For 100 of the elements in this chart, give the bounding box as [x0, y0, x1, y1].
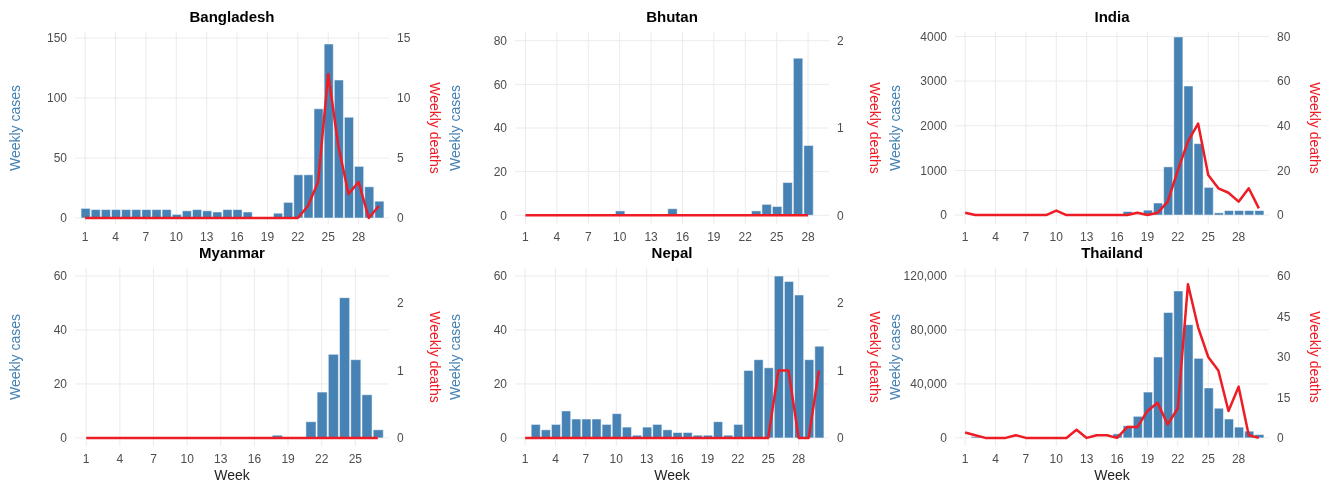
- x-tick-label: 22: [1171, 451, 1185, 466]
- y2-axis-title: Weekly deaths: [867, 82, 884, 174]
- y2-tick-label: 0: [397, 211, 404, 226]
- y2-tick-label: 30: [1277, 350, 1291, 365]
- x-tick-label: 7: [584, 229, 592, 244]
- x-tick-label: 13: [644, 229, 659, 244]
- y-tick-label: 0: [940, 431, 948, 446]
- x-tick-label: 22: [731, 451, 745, 466]
- x-axis-title: Week: [1094, 467, 1131, 483]
- y2-tick-label: 2: [837, 33, 844, 48]
- chart-title: Bhutan: [645, 8, 699, 27]
- x-tick-label: 4: [992, 451, 1000, 466]
- y2-axis-title: Weekly deaths: [1307, 82, 1324, 174]
- x-tick-label: 19: [700, 451, 715, 466]
- y-tick-label: 40: [493, 121, 508, 136]
- chart-title: Nepal: [650, 244, 694, 263]
- y-tick-label: 40,000: [910, 377, 948, 392]
- x-tick-label: 16: [247, 451, 262, 466]
- x-tick-label: 19: [707, 229, 721, 244]
- y2-tick-label: 80: [1277, 29, 1291, 44]
- x-tick-label: 28: [791, 451, 806, 466]
- y2-tick-label: 1: [837, 363, 844, 378]
- y2-tick-label: 10: [397, 91, 411, 106]
- y2-tick-label: 2: [837, 296, 844, 311]
- chart-title: India: [1093, 8, 1131, 27]
- x-tick-label: 4: [553, 229, 561, 244]
- y2-axis-title: Weekly deaths: [867, 311, 884, 403]
- x-tick-label: 4: [112, 229, 120, 244]
- y-tick-label: 40: [53, 323, 68, 338]
- y2-tick-label: 0: [1277, 431, 1284, 446]
- x-tick-label: 16: [675, 229, 690, 244]
- x-tick-label: 28: [1231, 229, 1246, 244]
- x-axis-title: Week: [214, 467, 251, 483]
- y-tick-label: 0: [60, 211, 68, 226]
- x-tick-label: 4: [552, 451, 560, 466]
- x-tick-label: 7: [1022, 229, 1030, 244]
- y-axis-title: Weekly cases: [886, 313, 903, 401]
- x-tick-label: 10: [1049, 229, 1064, 244]
- x-tick-label: 7: [1022, 451, 1030, 466]
- x-tick-label: 25: [769, 229, 784, 244]
- x-tick-label: 16: [230, 229, 245, 244]
- y2-axis-title: Weekly deaths: [1307, 311, 1324, 403]
- y2-tick-label: 60: [1277, 74, 1291, 89]
- x-tick-label: 13: [1080, 451, 1094, 466]
- x-tick-label: 4: [116, 451, 124, 466]
- x-tick-label: 28: [1231, 451, 1246, 466]
- x-tick-label: 25: [761, 451, 776, 466]
- x-axis-title: Week: [654, 467, 691, 483]
- y-tick-label: 60: [53, 269, 68, 284]
- y-tick-label: 80: [493, 33, 508, 48]
- x-tick-label: 16: [1110, 229, 1125, 244]
- y2-axis-title: Weekly deaths: [427, 82, 444, 174]
- x-tick-label: 25: [1201, 451, 1216, 466]
- x-tick-label: 7: [142, 229, 150, 244]
- y-tick-label: 20: [493, 164, 508, 179]
- y2-tick-label: 5: [397, 151, 404, 166]
- y-axis-title: Weekly cases: [886, 84, 903, 172]
- x-tick-label: 22: [315, 451, 329, 466]
- y2-axis-title: Weekly deaths: [427, 311, 444, 403]
- x-tick-label: 4: [992, 229, 1000, 244]
- y-tick-label: 120,000: [903, 269, 948, 284]
- y-tick-label: 50: [53, 151, 68, 166]
- y-axis-title: Weekly cases: [446, 313, 463, 401]
- y-tick-label: 0: [940, 208, 948, 223]
- y-tick-label: 20: [53, 377, 68, 392]
- x-tick-label: 10: [612, 229, 627, 244]
- y2-tick-label: 15: [397, 31, 411, 46]
- y2-tick-label: 0: [837, 208, 844, 223]
- x-tick-label: 19: [260, 229, 275, 244]
- y-tick-label: 60: [493, 269, 508, 284]
- y-axis-title: Weekly cases: [6, 313, 23, 401]
- chart-title: Myanmar: [198, 244, 266, 263]
- y-tick-label: 2000: [920, 119, 948, 134]
- x-tick-label: 1: [522, 229, 530, 244]
- x-tick-label: 25: [321, 229, 336, 244]
- x-tick-label: 13: [1080, 229, 1094, 244]
- x-tick-label: 25: [348, 451, 363, 466]
- y2-tick-label: 20: [1277, 163, 1291, 178]
- y-tick-label: 4000: [920, 29, 948, 44]
- x-tick-label: 7: [150, 451, 158, 466]
- y2-tick-label: 2: [397, 296, 404, 311]
- x-tick-label: 19: [1140, 451, 1155, 466]
- x-tick-label: 16: [670, 451, 685, 466]
- x-tick-label: 10: [609, 451, 624, 466]
- y2-tick-label: 40: [1277, 119, 1291, 134]
- y2-tick-label: 45: [1277, 309, 1291, 324]
- y2-tick-label: 15: [1277, 390, 1291, 405]
- x-tick-label: 1: [961, 229, 969, 244]
- x-tick-label: 28: [351, 229, 366, 244]
- x-tick-label: 13: [214, 451, 228, 466]
- x-tick-label: 22: [1171, 229, 1185, 244]
- y-tick-label: 1000: [920, 163, 948, 178]
- x-tick-label: 22: [738, 229, 753, 244]
- x-tick-label: 10: [180, 451, 195, 466]
- x-tick-label: 1: [521, 451, 529, 466]
- x-tick-label: 22: [291, 229, 305, 244]
- y-tick-label: 3000: [920, 74, 948, 89]
- y-axis-title: Weekly cases: [446, 84, 463, 172]
- x-tick-label: 1: [81, 229, 89, 244]
- y2-tick-label: 0: [1277, 208, 1284, 223]
